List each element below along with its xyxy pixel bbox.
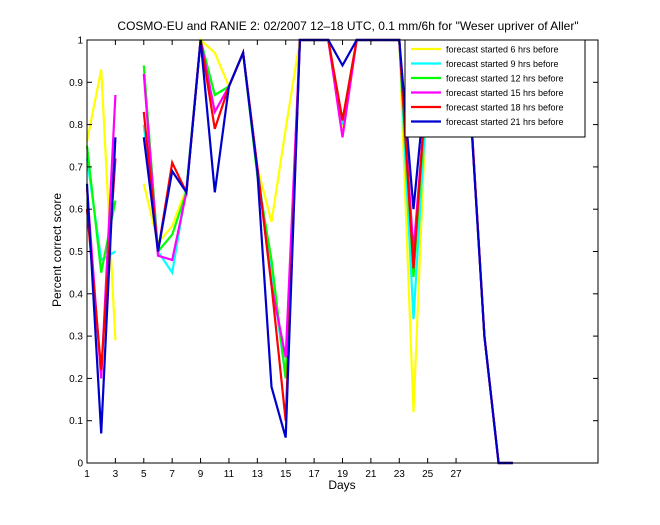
x-tick-label: 13: [252, 469, 264, 480]
y-tick-label: 0.2: [69, 374, 83, 385]
legend-label-5: forecast started 18 hrs before: [446, 103, 564, 113]
y-tick-label: 0.3: [69, 332, 83, 343]
axes-layer: 1 3 5 7 9 11 13 15 17 19 21 23 25 2700.10.20.30.40.50…: [69, 36, 599, 480]
x-tick-label: 23: [394, 469, 406, 480]
x-tick-label: 11: [224, 469, 235, 480]
x-axis-label: Days: [328, 478, 355, 492]
y-tick-label: 0: [77, 459, 83, 470]
x-tick-label: 5: [141, 469, 147, 480]
y-tick-label: 1: [77, 36, 83, 47]
x-tick-label: 3: [113, 469, 119, 480]
legend-label-4: forecast started 15 hrs before: [446, 88, 564, 98]
y-tick-label: 0.5: [69, 247, 83, 258]
legend: forecast started 6 hrs before forecast st…: [404, 39, 586, 138]
x-tick-label: 9: [198, 469, 204, 480]
legend-label-1: forecast started 6 hrs before: [446, 45, 559, 55]
y-tick-label: 0.9: [69, 78, 83, 89]
y-tick-label: 0.1: [69, 416, 83, 427]
x-tick-label: 17: [309, 469, 321, 480]
legend-label-2: forecast started 9 hrs before: [446, 59, 559, 69]
legend-label-6: forecast started 21 hrs before: [446, 117, 564, 127]
x-tick-label: 1: [84, 469, 90, 480]
y-tick-label: 0.4: [69, 289, 83, 300]
x-tick-label: 21: [365, 469, 377, 480]
y-tick-label: 0.6: [69, 205, 83, 216]
x-tick-label: 15: [280, 469, 292, 480]
legend-label-3: forecast started 12 hrs before: [446, 74, 564, 84]
x-tick-label: 19: [337, 469, 349, 480]
chart-title: COSMO-EU and RANIE 2: 02/2007 12–18 UTC,…: [117, 19, 578, 33]
y-tick-label: 0.8: [69, 120, 83, 131]
y-tick-label: 0.7: [69, 162, 83, 173]
x-tick-label: 27: [450, 469, 462, 480]
x-tick-label: 25: [422, 469, 434, 480]
x-tick-label: 7: [169, 469, 175, 480]
y-axis-label: Percent correct score: [50, 193, 64, 307]
